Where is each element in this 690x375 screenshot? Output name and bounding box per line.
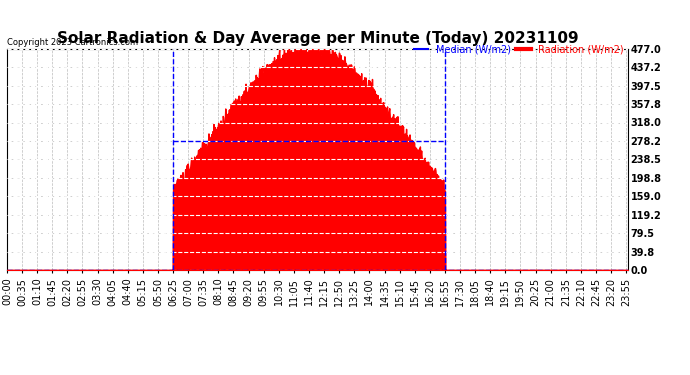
Title: Solar Radiation & Day Average per Minute (Today) 20231109: Solar Radiation & Day Average per Minute… <box>57 31 578 46</box>
Legend: Median (W/m2), Radiation (W/m2): Median (W/m2), Radiation (W/m2) <box>410 41 628 59</box>
Text: Copyright 2023 Cartronics.com: Copyright 2023 Cartronics.com <box>7 38 138 46</box>
